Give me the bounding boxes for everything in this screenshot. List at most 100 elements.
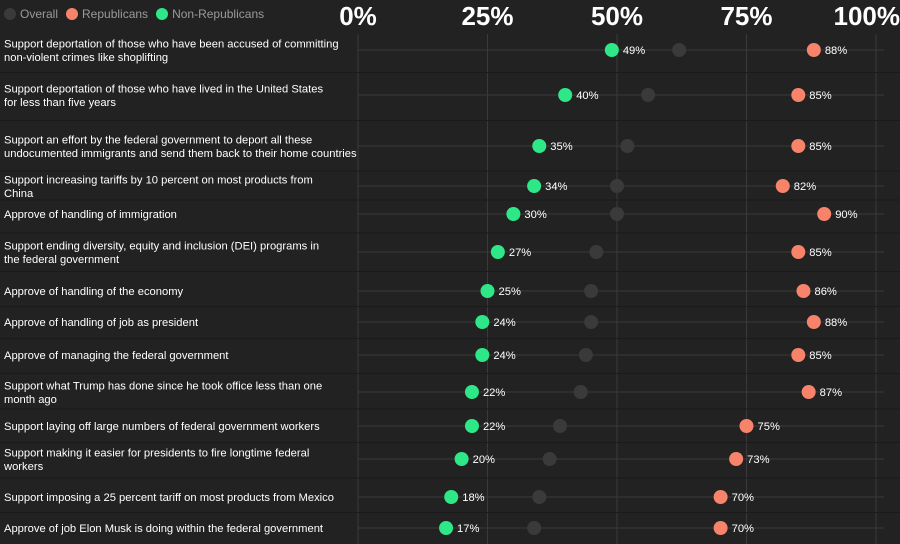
value-label-non-republicans: 22% xyxy=(483,421,505,433)
value-label-republicans: 87% xyxy=(820,387,842,399)
value-label-non-republicans: 22% xyxy=(483,387,505,399)
tick-label-25: 25% xyxy=(461,1,513,31)
dot-non-republicans xyxy=(490,245,505,259)
value-label-republicans: 86% xyxy=(814,286,836,298)
value-label-republicans: 70% xyxy=(732,523,754,535)
dot-republicans xyxy=(713,490,728,504)
tick-label-50: 50% xyxy=(591,1,643,31)
value-label-republicans: 75% xyxy=(758,421,780,433)
dot-non-republicans xyxy=(475,348,490,362)
row-label-support-increasing-tariffs-by-10-percent: Support increasing tariffs by 10 percent… xyxy=(4,174,313,200)
value-label-republicans: 85% xyxy=(809,247,831,259)
value-label-republicans: 70% xyxy=(732,492,754,504)
legend-item-non-republicans: Non-Republicans xyxy=(156,7,264,21)
dot-non-republicans xyxy=(604,43,619,57)
dot-overall xyxy=(527,521,542,535)
dot-republicans xyxy=(806,43,821,57)
dot-republicans xyxy=(801,385,816,399)
row-label-approve-of-handling-of-the-economy: Approve of handling of the economy xyxy=(4,286,184,298)
legend-label-republicans: Republicans xyxy=(82,7,149,21)
dot-republicans xyxy=(713,521,728,535)
chart-row: Support deportation of those who have be… xyxy=(0,38,900,73)
chart-row: Support laying off large numbers of fede… xyxy=(0,419,900,443)
dot-non-republicans xyxy=(532,139,547,153)
dot-republicans xyxy=(817,207,832,221)
dot-non-republicans xyxy=(558,88,573,102)
dot-republicans xyxy=(791,139,806,153)
chart-row: Approve of job Elon Musk is doing within… xyxy=(4,521,884,535)
dot-republicans xyxy=(729,452,744,466)
chart-rows: Support deportation of those who have be… xyxy=(0,38,900,535)
legend-label-non-republicans: Non-Republicans xyxy=(172,7,265,21)
chart-row: Approve of handling of immigration 90% 30% xyxy=(0,207,900,234)
row-label-approve-of-handling-of-job-as-president: Approve of handling of job as president xyxy=(4,317,199,329)
row-label-approve-of-managing-the-federal-governme: Approve of managing the federal governme… xyxy=(4,350,229,362)
legend-swatch-non-republicans xyxy=(156,8,169,20)
row-label-approve-of-handling-of-immigration: Approve of handling of immigration xyxy=(4,209,177,221)
dot-republicans xyxy=(791,88,806,102)
value-label-non-republicans: 18% xyxy=(462,492,484,504)
dot-overall xyxy=(584,315,599,329)
row-label-support-making-it-easier-for-presidents-: Support making it easier for presidents … xyxy=(3,447,309,473)
chart-row: Approve of handling of job as president 8… xyxy=(0,315,900,339)
row-label-approve-of-job-elon-musk-is-doing-within: Approve of job Elon Musk is doing within… xyxy=(4,523,324,535)
dot-overall xyxy=(532,490,547,504)
value-label-non-republicans: 24% xyxy=(493,317,515,329)
value-label-republicans: 88% xyxy=(825,45,847,57)
value-label-non-republicans: 27% xyxy=(509,247,531,259)
dot-overall xyxy=(641,88,656,102)
value-label-non-republicans: 34% xyxy=(545,181,567,193)
dot-overall xyxy=(573,385,588,399)
row-label-support-deportation-of-those-who-have-li: Support deportation of those who have li… xyxy=(4,83,323,109)
value-label-republicans: 85% xyxy=(809,90,831,102)
dot-non-republicans xyxy=(454,452,469,466)
value-label-non-republicans: 17% xyxy=(457,523,479,535)
legend-swatch-republicans xyxy=(66,8,79,20)
dot-non-republicans xyxy=(464,419,479,433)
value-label-non-republicans: 24% xyxy=(493,350,515,362)
dot-overall xyxy=(589,245,604,259)
legend-item-republicans: Republicans xyxy=(66,7,148,21)
value-label-non-republicans: 49% xyxy=(623,45,645,57)
chart-row: Support deportation of those who have li… xyxy=(0,83,900,121)
value-label-republicans: 73% xyxy=(747,454,769,466)
row-label-support-what-trump-has-done-since-he-too: Support what Trump has done since he too… xyxy=(4,380,322,406)
row-label-support-laying-off-large-numbers-of-fede: Support laying off large numbers of fede… xyxy=(4,421,320,433)
dot-non-republicans xyxy=(506,207,521,221)
dot-republicans xyxy=(806,315,821,329)
legend-label-overall: Overall xyxy=(20,7,59,21)
dot-overall xyxy=(610,179,624,193)
dot-non-republicans xyxy=(475,315,490,329)
value-label-republicans: 82% xyxy=(794,181,816,193)
dot-overall xyxy=(584,284,599,298)
value-label-non-republicans: 30% xyxy=(524,209,546,221)
value-label-republicans: 88% xyxy=(825,317,847,329)
dot-republicans xyxy=(791,348,806,362)
value-label-republicans: 85% xyxy=(809,141,831,153)
chart-row: Approve of managing the federal governme… xyxy=(0,348,900,374)
chart-row: Support increasing tariffs by 10 percent… xyxy=(0,174,900,201)
dot-overall xyxy=(553,419,568,433)
dot-overall xyxy=(620,139,635,153)
dot-republicans xyxy=(796,284,811,298)
chart-row: Support making it easier for presidents … xyxy=(0,447,900,479)
dot-overall xyxy=(578,348,593,362)
row-label-support-ending-diversity-equity-and-incl: Support ending diversity, equity and inc… xyxy=(4,240,319,266)
value-label-republicans: 90% xyxy=(835,209,857,221)
value-label-republicans: 85% xyxy=(809,350,831,362)
legend-swatch-overall xyxy=(4,8,16,20)
row-label-support-an-effort-by-the-federal-governm: Support an effort by the federal governm… xyxy=(4,134,357,160)
value-label-non-republicans: 20% xyxy=(473,454,495,466)
tick-label-0: 0% xyxy=(339,1,377,31)
dot-republicans xyxy=(775,179,790,193)
dot-overall xyxy=(542,452,557,466)
x-axis-ticks: 0% 25% 50% 75% 100% xyxy=(339,1,900,31)
value-label-non-republicans: 40% xyxy=(576,90,598,102)
value-label-non-republicans: 35% xyxy=(550,141,572,153)
dot-non-republicans xyxy=(527,179,542,193)
chart-row: Support imposing a 25 percent tariff on … xyxy=(0,490,900,513)
dot-overall xyxy=(672,43,687,57)
dot-republicans xyxy=(739,419,754,433)
dot-non-republicans xyxy=(464,385,479,399)
